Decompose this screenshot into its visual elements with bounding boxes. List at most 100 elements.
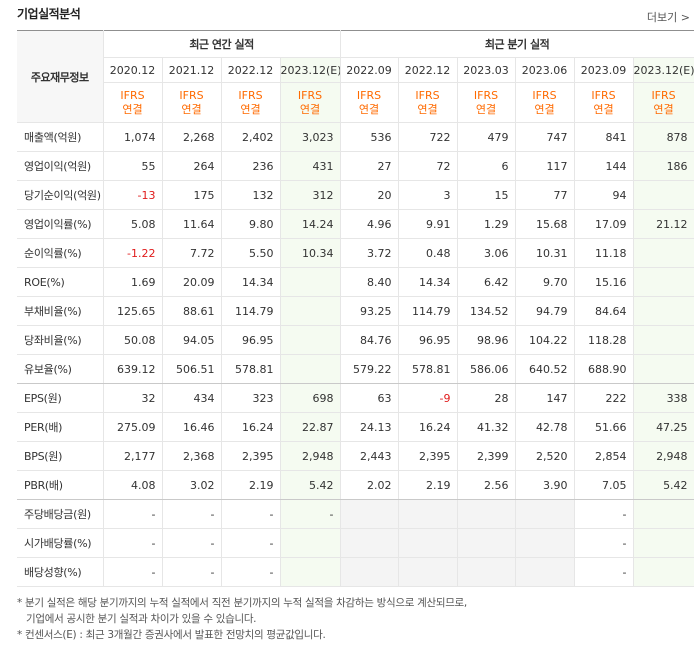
value-cell: 3: [397, 180, 458, 210]
footnote-line: * 분기 실적은 해당 분기까지의 누적 실적에서 직전 분기까지의 누적 실적…: [17, 597, 467, 609]
basis-text: IFRS: [532, 88, 557, 102]
empty-cell: [514, 557, 575, 587]
value-cell: 11.64: [161, 209, 222, 239]
value-cell: 2,268: [161, 122, 222, 152]
value-cell: -: [102, 557, 163, 587]
value-cell: 9.80: [220, 209, 281, 239]
value-cell: 84.64: [573, 296, 634, 326]
value-cell: 579.22: [339, 354, 399, 384]
value-cell: 63: [339, 383, 399, 413]
value-cell: -: [161, 557, 222, 587]
value-cell: 434: [161, 383, 222, 413]
data-row: 유보율(%) 639.12 506.51 578.81 579.22 578.81 586.…: [17, 354, 694, 384]
basis-text: 연결: [653, 102, 674, 116]
value-cell: -: [220, 557, 281, 587]
data-row: BPS(원) 2,177 2,368 2,395 2,948 2,443 2,395 2,39…: [17, 441, 694, 471]
period-basis: IFRS 연결: [456, 82, 516, 123]
period-date: 2023.06: [514, 57, 575, 83]
value-cell: 96.95: [397, 325, 458, 355]
basis-text: 연결: [122, 102, 143, 116]
empty-cell: [632, 296, 694, 326]
data-row: 당좌비율(%) 50.08 94.05 96.95 84.76 96.95 98.96 104…: [17, 325, 694, 355]
period-basis: IFRS 연결: [161, 82, 222, 123]
value-cell: 50.08: [102, 325, 163, 355]
data-row: 당기순이익(억원) -13 175 132 312 20 3 15 77 94: [17, 180, 694, 210]
value-cell: -: [573, 499, 634, 529]
value-cell: 15: [456, 180, 516, 210]
value-cell: 14.34: [220, 267, 281, 297]
value-cell: 72: [397, 151, 458, 181]
value-cell: 93.25: [339, 296, 399, 326]
row-label: 당기순이익(억원): [17, 180, 104, 210]
empty-cell: [632, 180, 694, 210]
value-cell: -: [220, 499, 281, 529]
value-cell: 2.19: [220, 470, 281, 500]
value-cell: 586.06: [456, 354, 516, 384]
value-cell: 17.09: [573, 209, 634, 239]
row-label: 부채비율(%): [17, 296, 104, 326]
data-row: 시가배당률(%) - - - -: [17, 528, 694, 558]
value-cell: 14.24: [279, 209, 341, 239]
footnote-line: * 컨센서스(E) : 최근 3개월간 증권사에서 발표한 전망치의 평균값입니…: [17, 629, 326, 641]
footnote-line: 기업에서 공시한 분기 실적과 차이가 있을 수 있습니다.: [26, 613, 257, 625]
value-cell: 2,854: [573, 441, 634, 471]
empty-cell: [279, 557, 341, 587]
value-cell: 3,023: [279, 122, 341, 152]
more-link-text[interactable]: 더보기: [646, 11, 678, 24]
empty-cell: [279, 528, 341, 558]
value-cell: 7.72: [161, 238, 222, 268]
value-cell: 16.24: [220, 412, 281, 442]
value-cell: 114.79: [397, 296, 458, 326]
value-cell: 11.18: [573, 238, 634, 268]
value-cell: 222: [573, 383, 634, 413]
basis-row: IFRS 연결 IFRS 연결 IFRS 연결 IFRS 연결 IFRS 연결 IFRS 연결 IFRS…: [17, 82, 694, 123]
more-arrow[interactable]: >: [680, 11, 690, 24]
value-cell: 94.79: [514, 296, 575, 326]
period-basis: IFRS 연결: [573, 82, 634, 123]
value-cell: 55: [102, 151, 163, 181]
corner-cell: 주요재무정보: [17, 30, 104, 123]
basis-text: IFRS: [473, 88, 499, 102]
row-label: 주당배당금(원): [17, 499, 104, 529]
value-cell: -13: [102, 180, 163, 210]
empty-cell: [279, 267, 341, 297]
value-cell: 4.96: [339, 209, 399, 239]
value-cell: 28: [456, 383, 516, 413]
value-cell: 84.76: [339, 325, 399, 355]
value-cell: 9.91: [397, 209, 458, 239]
value-cell: 104.22: [514, 325, 575, 355]
value-cell: 698: [279, 383, 341, 413]
period-basis: IFRS 연결: [220, 82, 281, 123]
value-cell: -: [102, 528, 163, 558]
value-cell: 114.79: [220, 296, 281, 326]
value-cell: 125.65: [102, 296, 163, 326]
value-cell: 0.48: [397, 238, 458, 268]
value-cell: 578.81: [397, 354, 458, 384]
empty-cell: [279, 354, 341, 384]
value-cell: -: [102, 499, 163, 529]
value-cell: 3.90: [514, 470, 575, 500]
value-cell: 16.46: [161, 412, 222, 442]
empty-cell: [632, 528, 694, 558]
period-basis: IFRS 연결: [102, 82, 163, 123]
value-cell: 1.29: [456, 209, 516, 239]
value-cell: 98.96: [456, 325, 516, 355]
value-cell: 2,399: [456, 441, 516, 471]
empty-cell: [514, 528, 575, 558]
row-label: BPS(원): [17, 441, 104, 471]
value-cell: 7.05: [573, 470, 634, 500]
empty-cell: [397, 557, 458, 587]
value-cell: 2,948: [632, 441, 694, 471]
basis-text: IFRS: [356, 88, 382, 102]
value-cell: 15.16: [573, 267, 634, 297]
value-cell: -: [279, 499, 341, 529]
empty-cell: [456, 557, 516, 587]
data-row: 순이익률(%) -1.22 7.72 5.50 10.34 3.72 0.48 3.06 10.…: [17, 238, 694, 268]
more-link[interactable]: 더보기 >: [647, 9, 690, 25]
value-cell: -1.22: [102, 238, 163, 268]
row-label: 유보율(%): [17, 354, 104, 384]
data-row: ROE(%) 1.69 20.09 14.34 8.40 14.34 6.42 9.70 15.…: [17, 267, 694, 297]
basis-text: 연결: [475, 102, 497, 116]
value-cell: 5.08: [102, 209, 163, 239]
